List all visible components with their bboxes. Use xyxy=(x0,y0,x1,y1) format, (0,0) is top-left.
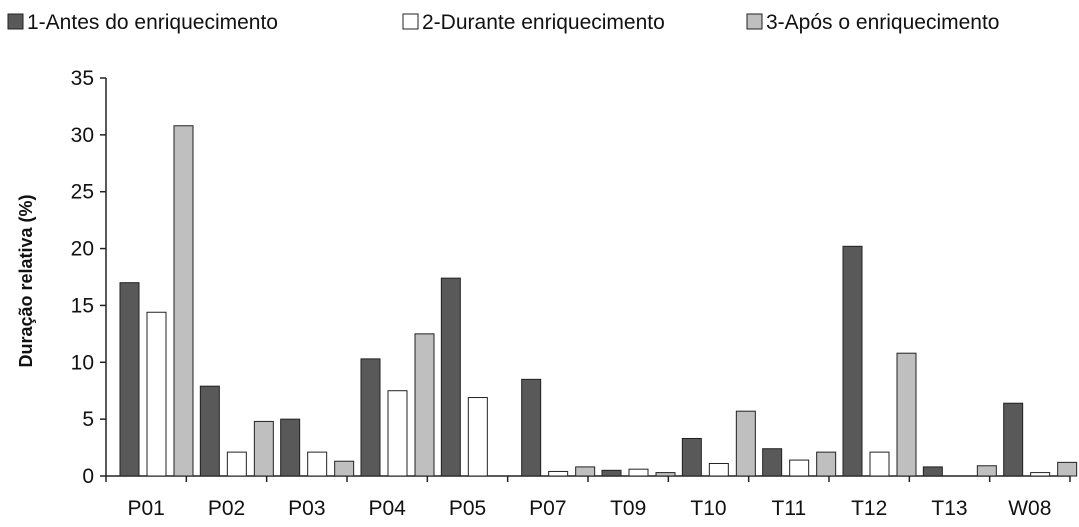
legend-label-series-2: 2-Durante enriquecimento xyxy=(422,11,665,34)
bar-T12-series-1 xyxy=(842,245,863,477)
x-category-label: T13 xyxy=(931,497,967,520)
bar-P03-series-1 xyxy=(280,418,301,477)
bar-T09-series-1 xyxy=(601,469,622,477)
x-category-label: P01 xyxy=(127,497,164,520)
bar-W08-series-1 xyxy=(1003,402,1024,477)
bar-W08-series-3 xyxy=(1057,461,1078,477)
bar-P04-series-1 xyxy=(360,358,381,477)
bar-T11-series-3 xyxy=(816,451,837,477)
bar-W08-series-2 xyxy=(1030,472,1051,477)
bar-P07-series-1 xyxy=(521,378,542,477)
bars xyxy=(119,125,1078,477)
bar-T13-series-1 xyxy=(922,466,943,477)
y-axis-title: Duração relativa (%) xyxy=(16,194,36,367)
bar-T09-series-2 xyxy=(628,468,649,477)
bar-P02-series-3 xyxy=(253,420,274,477)
y-tick-label: 5 xyxy=(82,408,94,431)
bar-T12-series-2 xyxy=(869,451,890,477)
y-tick-label: 30 xyxy=(71,124,94,147)
x-category-label: P03 xyxy=(288,497,325,520)
x-category-label: P02 xyxy=(208,497,245,520)
bar-T10-series-2 xyxy=(708,462,729,477)
bar-T10-series-3 xyxy=(735,410,756,477)
y-tick-label: 0 xyxy=(82,465,94,488)
bar-P05-series-2 xyxy=(467,397,488,477)
x-category-label: P05 xyxy=(449,497,486,520)
y-tick-label: 10 xyxy=(71,351,94,374)
y-tick-label: 20 xyxy=(71,238,94,261)
bar-P01-series-3 xyxy=(173,125,194,477)
bar-T12-series-3 xyxy=(896,352,917,477)
x-category-label: P04 xyxy=(368,497,406,520)
bar-P04-series-3 xyxy=(414,333,435,477)
bar-P07-series-2 xyxy=(548,470,569,477)
legend-swatch-series-3 xyxy=(746,13,763,30)
legend-swatch-series-2 xyxy=(402,13,419,30)
bar-P05-series-1 xyxy=(440,277,461,477)
x-category-label: T10 xyxy=(690,497,726,520)
bar-P03-series-3 xyxy=(334,460,355,477)
x-category-label: W08 xyxy=(1008,497,1051,520)
bar-P02-series-2 xyxy=(226,451,247,477)
y-tick-label: 15 xyxy=(71,294,94,317)
bar-T10-series-1 xyxy=(681,437,702,477)
legend-label-series-3: 3-Após o enriquecimento xyxy=(766,11,999,34)
bar-T09-series-3 xyxy=(655,472,676,477)
bar-P03-series-2 xyxy=(307,451,328,477)
y-tick-label: 25 xyxy=(71,181,94,204)
bar-P07-series-3 xyxy=(575,466,596,477)
bar-T11-series-1 xyxy=(762,448,783,477)
chart-legend: 1-Antes do enriquecimento 2-Durante enriq… xyxy=(7,11,999,34)
bar-T11-series-2 xyxy=(789,459,810,477)
bar-P01-series-1 xyxy=(119,282,140,477)
bar-P02-series-1 xyxy=(199,385,220,477)
bar-T13-series-3 xyxy=(976,465,997,477)
x-category-label: T11 xyxy=(772,497,807,520)
legend-swatch-series-1 xyxy=(7,13,24,30)
x-category-label: P07 xyxy=(529,497,566,520)
x-category-label: T09 xyxy=(610,497,646,520)
x-category-label: T12 xyxy=(851,497,887,520)
legend-label-series-1: 1-Antes do enriquecimento xyxy=(27,11,278,34)
y-axis: 0 5 10 15 20 25 30 35 xyxy=(71,67,107,488)
bar-P04-series-2 xyxy=(387,390,408,477)
bar-P01-series-2 xyxy=(146,311,167,477)
y-tick-label: 35 xyxy=(71,67,94,90)
x-axis: P01 P02 P03 P04 P05 P07 T09 T10 T11 T12 T13 W08 xyxy=(105,475,1071,520)
